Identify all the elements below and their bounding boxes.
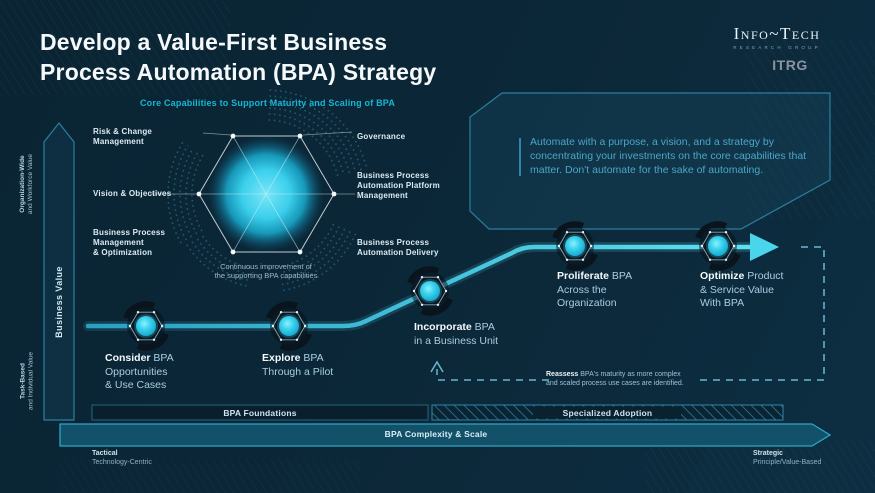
itrg-logo: ITRG — [772, 57, 808, 73]
quote-text: Automate with a purpose, a vision, and a… — [530, 136, 807, 176]
y-axis-bottom-label: Task-Based and Individual Value — [19, 351, 35, 411]
y-axis-top-label: Organization-Wide and Workforce Value — [19, 153, 34, 215]
capability-label-platform-management: Business Process Automation Platform Manag… — [357, 171, 440, 200]
journey-path — [85, 244, 753, 329]
path-arrowhead-icon — [750, 233, 779, 261]
x-axis-right-label: Strategic Principle/Value-Based — [753, 450, 822, 466]
stage-node-icon — [269, 304, 309, 347]
stage-node-icon — [698, 224, 738, 267]
radar-glow — [208, 136, 324, 252]
radar-title: Core Capabilities to Support Maturity an… — [139, 98, 396, 108]
reassess-note: Reassess BPA's maturity as more complex … — [546, 371, 684, 387]
page-title: Develop a Value-First Business Process A… — [40, 29, 437, 85]
infotech-logo: Info~Tech — [733, 24, 821, 43]
stage-node-icon — [555, 224, 595, 267]
quote-accent-bar — [519, 138, 521, 176]
capability-label-risk-change: Risk & Change Management — [93, 127, 153, 146]
dotted-arc-decoration — [167, 89, 368, 292]
up-arrow-icon — [430, 360, 444, 373]
radar-hexagon — [150, 131, 355, 255]
specialized-adoption-label: Specialized Adoption — [562, 408, 653, 418]
brand-logo: Info~Tech RESEARCH GROUP ITRG — [717, 24, 837, 73]
x-axis-left-label: Tactical Technology-Centric — [92, 450, 152, 466]
bpa-foundations-label: BPA Foundations — [223, 408, 297, 418]
stage-label-proliferate: Proliferate BPA Across the Organization — [557, 270, 633, 309]
capability-label-bpm-optimization: Business Process Management & Optimization — [93, 228, 166, 257]
feedback-dashed-path — [436, 246, 825, 381]
stage-label-optimize: Optimize Product & Service Value With BP… — [700, 270, 784, 309]
stage-label-explore: Explore BPA Through a Pilot — [262, 352, 334, 378]
stage-node-icon — [126, 304, 166, 347]
infotech-logo-subtitle: RESEARCH GROUP — [733, 45, 821, 50]
y-axis-title: Business Value — [54, 266, 64, 338]
journey-path-glow — [83, 242, 755, 331]
radar-footnote: Continuous improvement of the supporting … — [214, 262, 318, 280]
capability-label-governance: Governance — [357, 132, 406, 141]
capability-label-automation-delivery: Business Process Automation Delivery — [357, 238, 439, 257]
capability-label-vision-objectives: Vision & Objectives — [93, 189, 172, 198]
stage-label-consider: Consider BPA Opportunities & Use Cases — [105, 352, 174, 391]
bpa-complexity-label: BPA Complexity & Scale — [384, 429, 488, 439]
stage-label-incorporate: Incorporate BPA in a Business Unit — [414, 321, 499, 347]
stage-node-icon — [410, 269, 450, 312]
